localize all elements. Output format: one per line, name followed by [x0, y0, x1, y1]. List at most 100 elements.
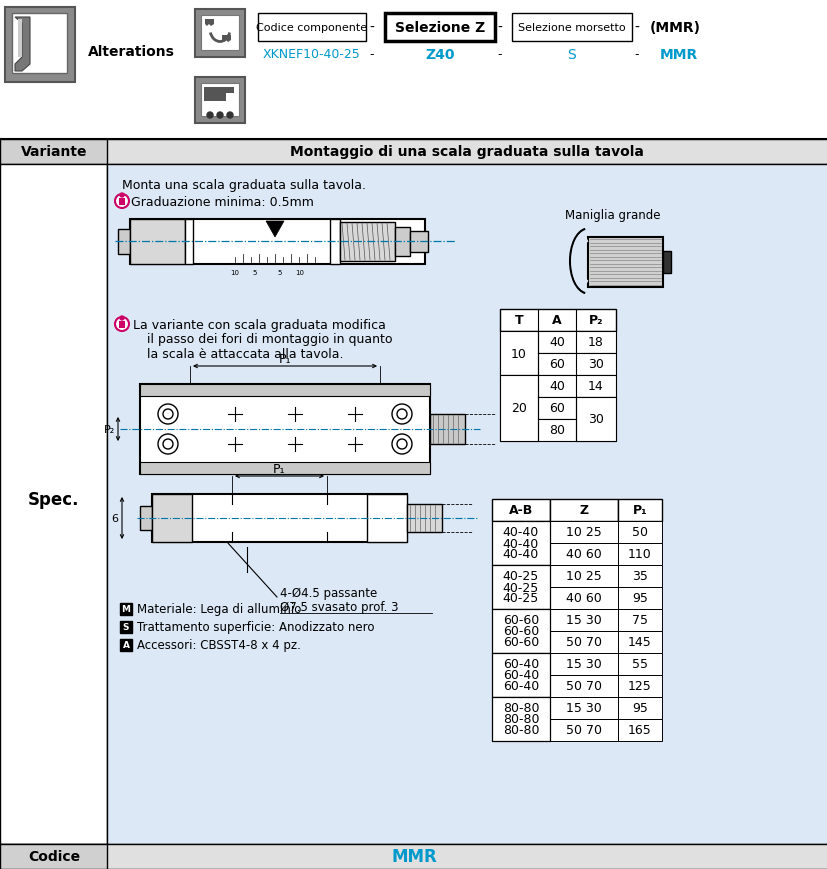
Text: 10: 10 — [295, 269, 304, 275]
Text: La variante con scala graduata modifica: La variante con scala graduata modifica — [133, 318, 385, 331]
Text: S: S — [567, 48, 576, 62]
Text: Maniglia grande: Maniglia grande — [564, 209, 660, 222]
Text: MMR: MMR — [659, 48, 697, 62]
Polygon shape — [265, 222, 284, 238]
Text: Z: Z — [579, 504, 588, 517]
Text: 75: 75 — [631, 614, 648, 627]
Text: 125: 125 — [628, 680, 651, 693]
Bar — [617, 587, 662, 609]
Text: P₁: P₁ — [279, 353, 291, 366]
Text: 40-40: 40-40 — [502, 526, 538, 539]
Text: -: - — [369, 21, 374, 35]
Text: 5: 5 — [252, 269, 257, 275]
Bar — [549, 720, 617, 741]
Bar — [119, 199, 125, 206]
Bar — [118, 229, 130, 255]
Text: 80-80: 80-80 — [502, 713, 538, 726]
Bar — [617, 543, 662, 566]
Bar — [491, 653, 549, 697]
Bar — [0, 844, 827, 869]
Text: 50 70: 50 70 — [566, 724, 601, 737]
Text: MMR: MMR — [390, 847, 437, 865]
Text: 20: 20 — [510, 402, 526, 415]
Text: A: A — [552, 314, 562, 327]
Text: Variante: Variante — [21, 145, 87, 159]
Polygon shape — [226, 88, 234, 94]
Text: 30: 30 — [587, 358, 603, 371]
Bar — [120, 621, 131, 634]
Bar — [491, 500, 549, 521]
Text: 80: 80 — [548, 424, 564, 437]
Bar — [549, 500, 617, 521]
Bar — [549, 697, 617, 720]
Text: S: S — [122, 623, 129, 632]
Text: -: - — [370, 49, 374, 62]
Bar — [500, 375, 538, 441]
Text: P₁: P₁ — [272, 463, 285, 476]
Text: Codice: Codice — [28, 849, 80, 863]
Text: 40-25: 40-25 — [502, 580, 538, 594]
Circle shape — [120, 316, 124, 321]
Bar — [0, 140, 107, 165]
Text: 4-Ø4.5 passante: 4-Ø4.5 passante — [280, 586, 377, 599]
Circle shape — [163, 440, 173, 449]
Text: 15 30: 15 30 — [566, 658, 601, 671]
Text: 95: 95 — [631, 592, 648, 605]
Bar — [130, 220, 424, 265]
Text: il passo dei fori di montaggio in quanto: il passo dei fori di montaggio in quanto — [147, 333, 392, 346]
Text: Ø7.5 svasato prof. 3: Ø7.5 svasato prof. 3 — [280, 600, 398, 614]
Circle shape — [163, 409, 173, 420]
Text: Selezione Z: Selezione Z — [394, 21, 485, 35]
Circle shape — [120, 194, 124, 198]
Text: (MMR): (MMR) — [649, 21, 700, 35]
Bar — [617, 720, 662, 741]
Text: 35: 35 — [631, 570, 648, 583]
Text: A-B: A-B — [509, 504, 533, 517]
Bar — [500, 397, 615, 420]
Text: A: A — [122, 640, 129, 650]
Bar — [184, 220, 193, 265]
Bar — [549, 587, 617, 609]
Bar — [140, 385, 429, 396]
Bar — [120, 640, 131, 651]
Bar — [385, 14, 495, 42]
Text: 10 25: 10 25 — [566, 570, 601, 583]
Circle shape — [391, 405, 412, 425]
Text: XKNEF10-40-25: XKNEF10-40-25 — [263, 49, 361, 62]
Polygon shape — [15, 18, 30, 72]
Bar — [140, 507, 152, 530]
Text: 165: 165 — [628, 724, 651, 737]
Text: 60-60: 60-60 — [502, 636, 538, 649]
Text: 40: 40 — [548, 380, 564, 393]
Bar — [201, 16, 239, 51]
Text: Selezione morsetto: Selezione morsetto — [518, 23, 625, 33]
Bar — [330, 220, 340, 265]
Text: 40-25: 40-25 — [502, 570, 538, 583]
Text: 60: 60 — [548, 402, 564, 415]
Bar — [429, 415, 465, 444]
Text: 50: 50 — [631, 526, 648, 539]
Bar — [0, 165, 107, 844]
Bar — [407, 504, 442, 533]
Circle shape — [158, 405, 178, 425]
Text: -: - — [634, 49, 638, 62]
Circle shape — [115, 318, 129, 332]
Bar — [617, 697, 662, 720]
Text: Graduazione minima: 0.5mm: Graduazione minima: 0.5mm — [131, 196, 313, 209]
Bar — [491, 653, 549, 675]
Circle shape — [396, 409, 407, 420]
Bar — [152, 494, 192, 542]
Bar — [500, 420, 615, 441]
Circle shape — [158, 434, 178, 454]
Text: Trattamento superficie: Anodizzato nero: Trattamento superficie: Anodizzato nero — [136, 620, 374, 634]
Circle shape — [217, 113, 222, 119]
Text: Z40: Z40 — [425, 48, 454, 62]
Text: 18: 18 — [587, 336, 603, 349]
Text: P₁: P₁ — [632, 504, 647, 517]
Bar — [366, 494, 407, 542]
Bar — [549, 653, 617, 675]
Text: 6: 6 — [111, 514, 118, 523]
Bar — [340, 222, 394, 262]
Text: 145: 145 — [628, 636, 651, 649]
Text: Alterations: Alterations — [88, 45, 174, 59]
